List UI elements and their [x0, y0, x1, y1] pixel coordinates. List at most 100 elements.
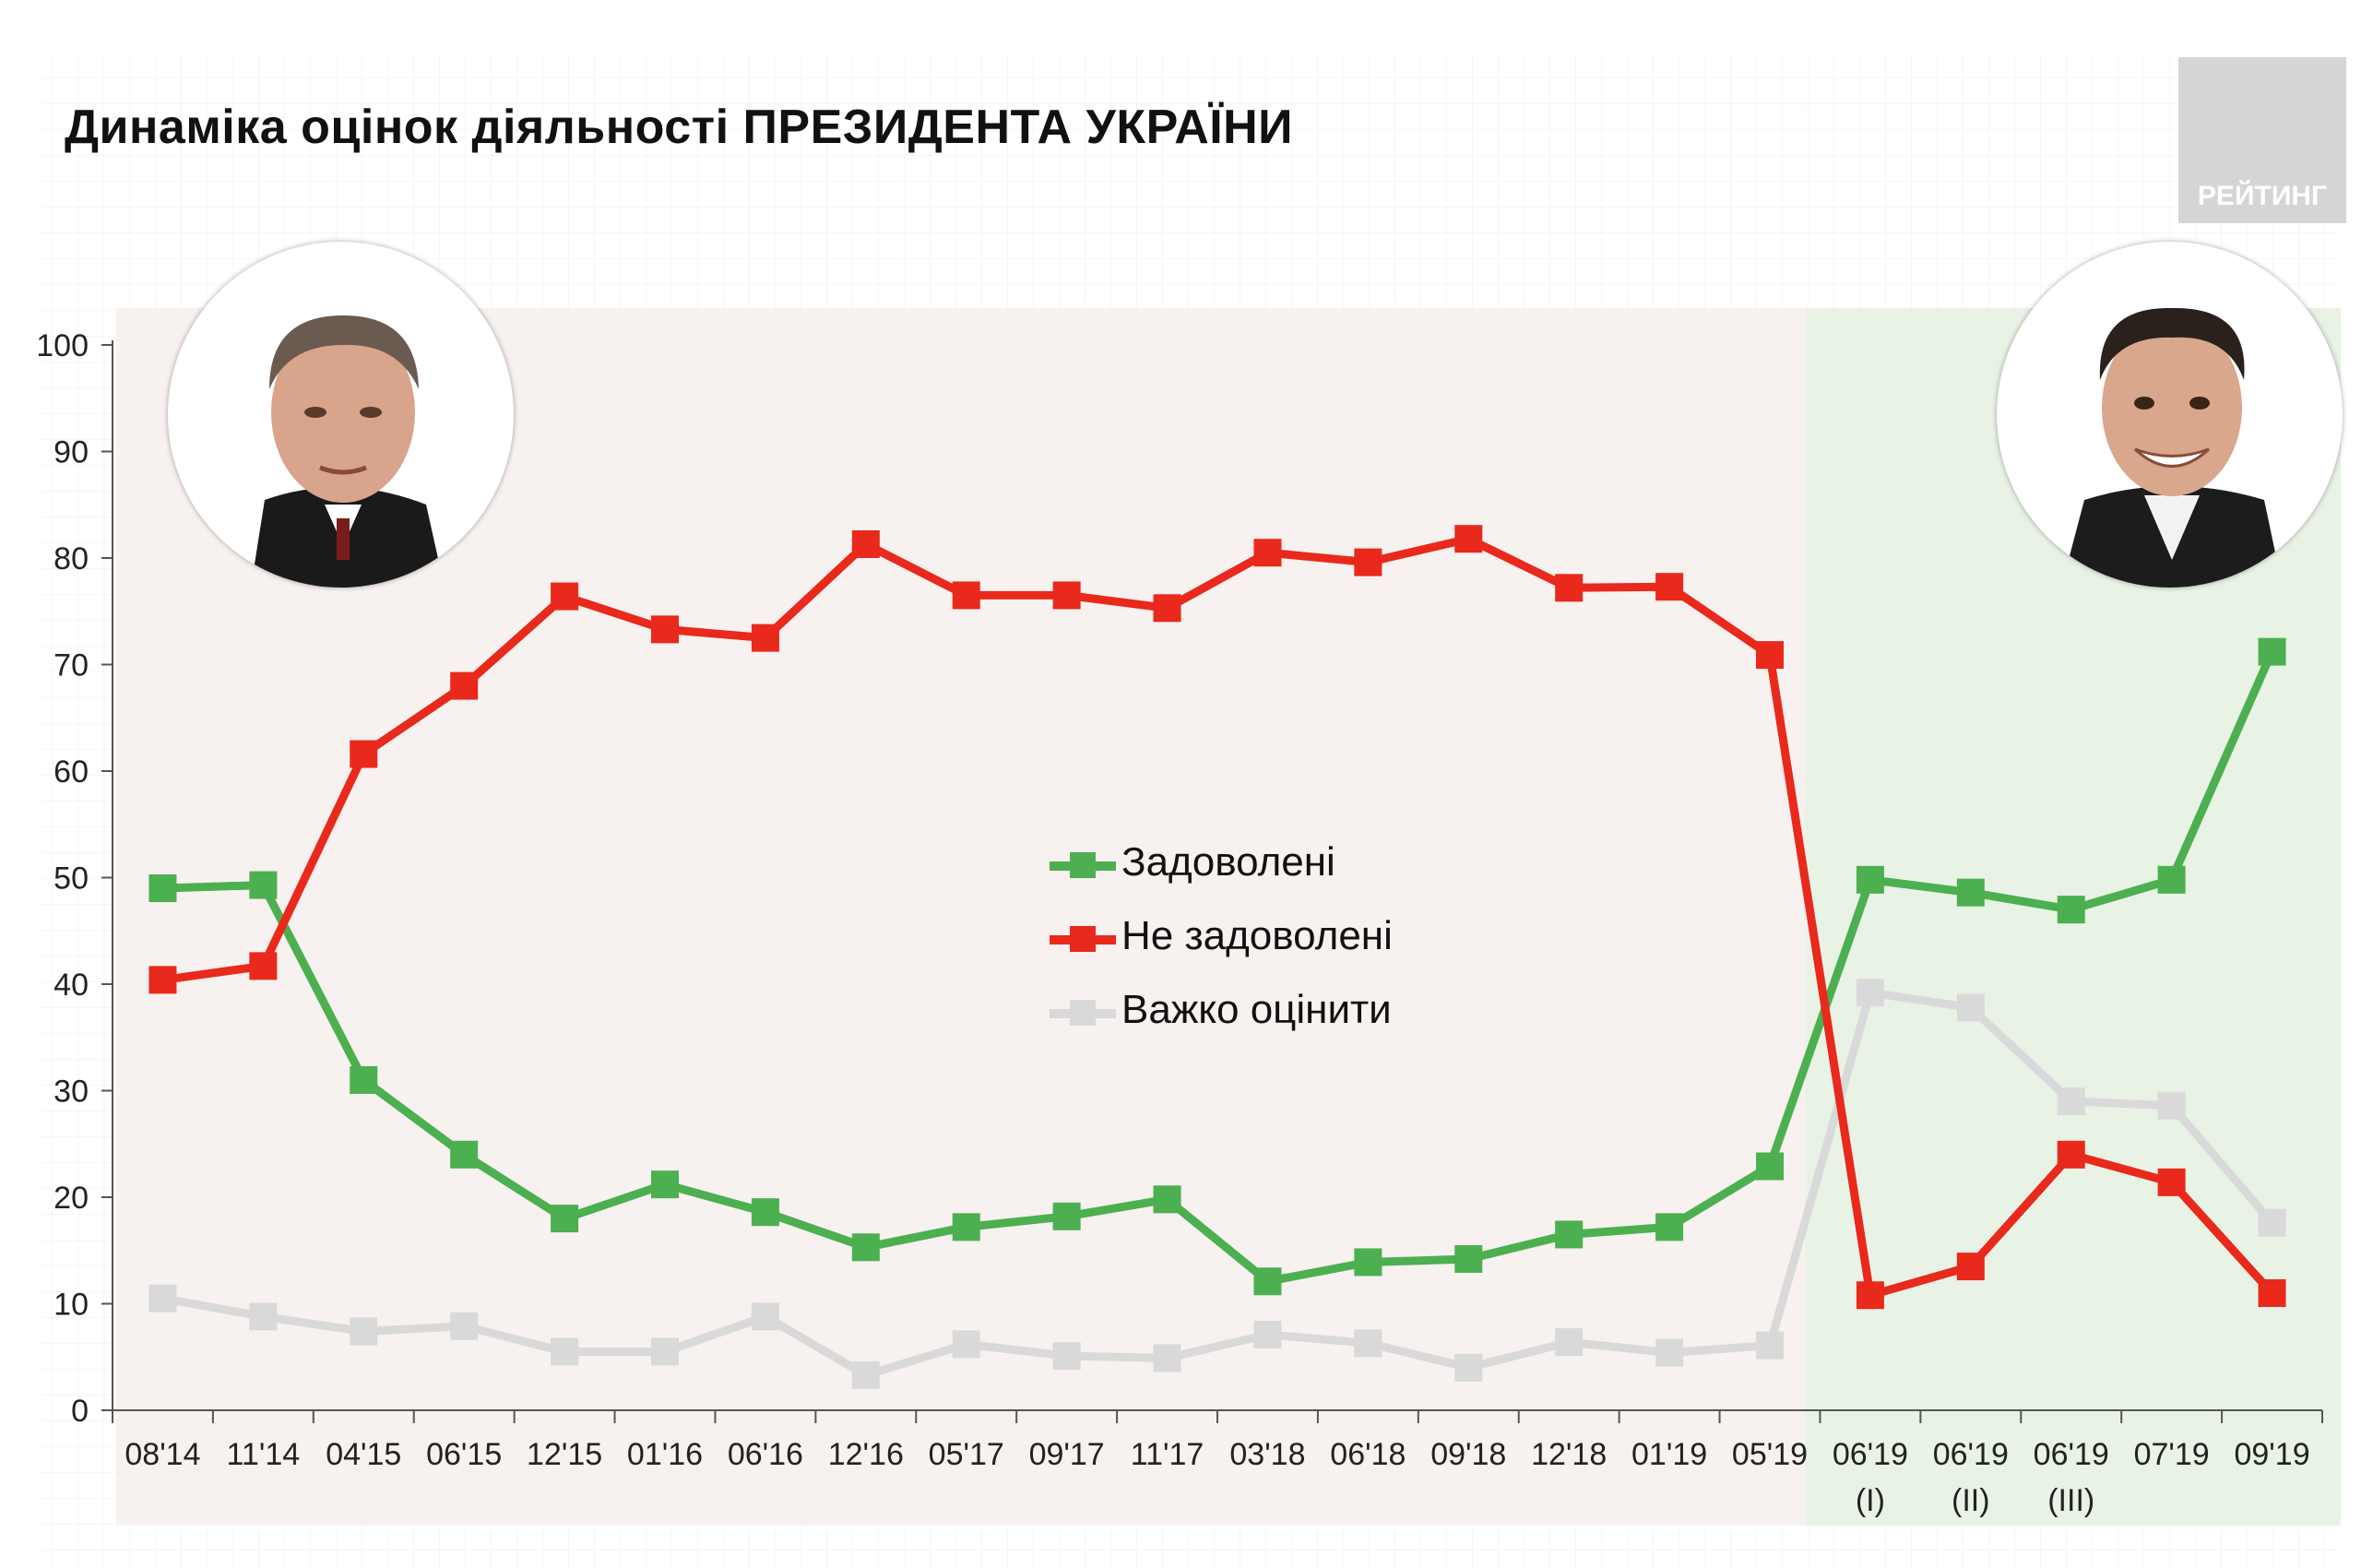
data-point-s2-4: [551, 1337, 579, 1366]
legend-marker-dissatisfied: [1070, 926, 1096, 952]
data-point-s1-3: [450, 671, 479, 700]
x-tick-label: 11'17: [1131, 1437, 1204, 1472]
data-point-s2-12: [1354, 1329, 1382, 1358]
data-point-s0-19: [2057, 896, 2085, 924]
y-tick-label: 70: [53, 648, 89, 683]
data-point-s0-15: [1655, 1213, 1684, 1241]
data-point-s0-11: [1253, 1267, 1282, 1296]
x-tick-label: (I): [1856, 1483, 1885, 1518]
legend-label-satisfied: Задоволені: [1121, 839, 1335, 885]
data-point-s0-13: [1454, 1244, 1483, 1273]
data-point-s2-11: [1253, 1320, 1282, 1348]
x-tick-label: 05'17: [929, 1437, 1004, 1472]
x-tick-label: 06'18: [1330, 1437, 1406, 1472]
data-point-s0-10: [1153, 1185, 1181, 1214]
data-point-s0-3: [450, 1140, 479, 1169]
x-tick-label: 06'15: [426, 1437, 502, 1472]
data-point-s1-16: [1756, 641, 1784, 670]
series-line-2: [159, 988, 2276, 1380]
legend-label-dissatisfied: Не задоволені: [1121, 913, 1393, 958]
data-point-s2-7: [851, 1360, 880, 1389]
data-point-s1-2: [350, 740, 378, 768]
x-tick-label: 08'14: [125, 1437, 200, 1472]
data-point-s1-15: [1655, 573, 1684, 601]
legend-marker-hard-to-say: [1070, 1000, 1096, 1026]
data-point-s0-21: [2258, 637, 2286, 666]
poroshenko-portrait: [168, 242, 514, 588]
data-point-s2-15: [1655, 1338, 1684, 1367]
y-tick-label: 20: [53, 1181, 89, 1216]
data-point-s2-16: [1756, 1331, 1784, 1360]
data-point-s0-17: [1856, 865, 1884, 894]
x-tick-label: (III): [2047, 1483, 2094, 1518]
data-point-s1-14: [1555, 574, 1584, 602]
data-point-s1-6: [751, 624, 779, 652]
y-tick-label: 30: [53, 1075, 89, 1110]
data-point-s2-6: [751, 1302, 779, 1331]
data-point-s2-1: [249, 1302, 278, 1331]
data-point-s2-9: [1052, 1342, 1081, 1371]
x-tick-label: 12'15: [527, 1437, 602, 1472]
x-tick-label: 07'19: [2134, 1437, 2210, 1472]
data-point-s0-7: [851, 1233, 880, 1262]
data-point-s1-11: [1253, 539, 1282, 567]
x-tick-label: 01'16: [627, 1437, 703, 1472]
x-tick-label: 12'16: [828, 1437, 904, 1472]
series-line-1: [159, 534, 2276, 1300]
x-tick-label: 01'19: [1631, 1437, 1707, 1472]
data-point-s2-5: [651, 1337, 679, 1366]
data-point-s1-10: [1153, 594, 1181, 623]
data-point-s1-20: [2157, 1168, 2186, 1196]
data-point-s2-0: [148, 1284, 177, 1313]
page-title: Динаміка оцінок діяльності ПРЕЗИДЕНТА УК…: [65, 101, 1294, 154]
data-point-s0-8: [952, 1213, 980, 1241]
data-point-s0-1: [249, 871, 278, 899]
data-point-s1-9: [1052, 581, 1081, 610]
y-tick-label: 0: [71, 1394, 89, 1429]
data-point-s1-1: [249, 952, 278, 980]
data-point-s1-21: [2258, 1278, 2286, 1307]
y-tick-label: 50: [53, 861, 89, 897]
data-point-s1-8: [952, 581, 980, 610]
data-point-s2-17: [1856, 979, 1884, 1007]
data-point-s1-4: [551, 582, 579, 611]
data-point-s0-12: [1354, 1248, 1382, 1277]
data-point-s0-18: [1956, 878, 1985, 907]
series-line-0: [159, 647, 2276, 1286]
x-tick-label: 06'19: [1833, 1437, 1908, 1472]
x-tick-label: 06'19: [1933, 1437, 2009, 1472]
data-point-s0-6: [751, 1198, 779, 1227]
x-tick-label: (II): [1952, 1483, 1990, 1518]
y-tick-label: 60: [53, 754, 89, 790]
x-tick-label: 03'18: [1229, 1437, 1305, 1472]
x-tick-label: 09'18: [1430, 1437, 1506, 1472]
data-point-s0-14: [1555, 1220, 1584, 1249]
data-point-s1-7: [851, 529, 880, 558]
legend-marker-satisfied: [1070, 852, 1096, 878]
data-point-s1-5: [651, 615, 679, 644]
data-point-s0-0: [148, 874, 177, 903]
data-point-s0-16: [1756, 1152, 1784, 1181]
data-point-s2-20: [2157, 1091, 2186, 1120]
logo-text: РЕЙТИНГ: [2197, 181, 2328, 211]
y-tick-label: 90: [53, 435, 89, 470]
data-point-s2-3: [450, 1312, 479, 1340]
data-point-s0-5: [651, 1170, 679, 1199]
data-point-s2-14: [1555, 1328, 1584, 1357]
x-tick-label: 12'18: [1531, 1437, 1607, 1472]
zelensky-portrait: [1997, 242, 2343, 588]
data-point-s0-4: [551, 1205, 579, 1233]
x-tick-label: 05'19: [1732, 1437, 1808, 1472]
data-point-s2-2: [350, 1317, 378, 1346]
x-tick-label: 11'14: [227, 1437, 301, 1472]
data-point-s0-2: [350, 1065, 378, 1094]
y-tick-label: 10: [53, 1288, 89, 1323]
y-tick-label: 100: [36, 328, 89, 363]
data-point-s0-20: [2157, 865, 2186, 894]
x-tick-label: 04'15: [326, 1437, 401, 1472]
data-point-s1-12: [1354, 548, 1382, 576]
data-point-s1-17: [1856, 1281, 1884, 1310]
data-point-s1-13: [1454, 525, 1483, 553]
y-tick-label: 80: [53, 541, 89, 576]
data-point-s1-18: [1956, 1253, 1985, 1281]
